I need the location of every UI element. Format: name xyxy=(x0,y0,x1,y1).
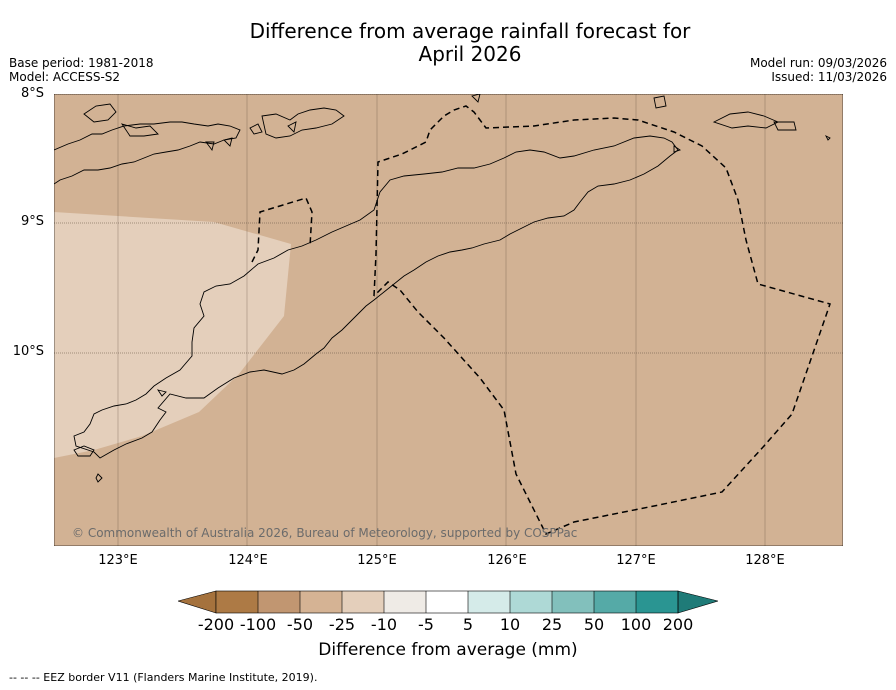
colorbar-extend-low xyxy=(178,590,217,614)
lon-label-125e: 125°E xyxy=(357,553,397,568)
colorbar-bin xyxy=(384,591,426,613)
colorbar-bin xyxy=(552,591,594,613)
title-line-1: Difference from average rainfall forecas… xyxy=(249,19,691,43)
meta-left: Base period: 1981-2018 Model: ACCESS-S2 xyxy=(9,56,154,84)
colorbar-bin xyxy=(300,591,342,613)
colorbar xyxy=(178,590,718,614)
colorbar-tick: -200 xyxy=(197,615,235,634)
colorbar-extend-high xyxy=(677,590,718,614)
colorbar-bin xyxy=(594,591,636,613)
lon-label-127e: 127°E xyxy=(616,553,656,568)
colorbar-tick: 100 xyxy=(620,615,652,634)
colorbar-tick: -10 xyxy=(370,615,398,634)
colorbar-bin xyxy=(342,591,384,613)
eez-border-main xyxy=(373,105,831,535)
colorbar-tick: 50 xyxy=(583,615,605,634)
timor-coastline xyxy=(73,135,679,459)
eez-borders xyxy=(251,105,831,535)
colorbar-bin xyxy=(468,591,510,613)
colorbar-bin xyxy=(258,591,300,613)
colorbar-tick: -100 xyxy=(239,615,277,634)
colorbar-bin xyxy=(510,591,552,613)
colorbar-tick: -25 xyxy=(328,615,356,634)
graticule xyxy=(54,94,843,546)
model-run: Model run: 09/03/2026 xyxy=(749,56,887,70)
light-anomaly-region xyxy=(54,212,291,458)
coastlines xyxy=(54,94,831,483)
colorbar-bin xyxy=(636,591,678,613)
colorbar-tick: 25 xyxy=(541,615,563,634)
model-name: Model: ACCESS-S2 xyxy=(9,70,121,84)
colorbar-tick: -5 xyxy=(418,615,434,634)
meta-right: Model run: 09/03/2026 Issued: 11/03/2026 xyxy=(750,56,887,84)
colorbar-bin xyxy=(426,591,468,613)
eez-border-oecusse xyxy=(251,197,313,263)
lon-label-124e: 124°E xyxy=(228,553,268,568)
title-line-2: April 2026 xyxy=(418,42,522,66)
colorbar-bin xyxy=(216,591,258,613)
copyright-notice: © Commonwealth of Australia 2026, Bureau… xyxy=(72,526,578,540)
lat-label-8s: 8°S xyxy=(20,86,44,101)
rainfall-map xyxy=(54,94,843,546)
lat-label-10s: 10°S xyxy=(12,344,44,359)
lat-label-9s: 9°S xyxy=(20,214,44,229)
lon-label-128e: 128°E xyxy=(745,553,785,568)
eez-footnote: -- -- -- EEZ border V11 (Flanders Marine… xyxy=(9,671,318,684)
base-period: Base period: 1981-2018 xyxy=(9,56,154,70)
colorbar-title: Difference from average (mm) xyxy=(318,640,578,660)
issued-date: Issued: 11/03/2026 xyxy=(771,70,887,84)
lon-label-123e: 123°E xyxy=(98,553,138,568)
sunda-islands-coastline xyxy=(54,121,241,185)
colorbar-tick: 10 xyxy=(499,615,521,634)
lon-label-126e: 126°E xyxy=(487,553,527,568)
colorbar-tick: -50 xyxy=(286,615,314,634)
map-title: Difference from average rainfall forecas… xyxy=(200,20,740,66)
colorbar-tick: 200 xyxy=(662,615,694,634)
colorbar-tick: 5 xyxy=(462,615,474,634)
